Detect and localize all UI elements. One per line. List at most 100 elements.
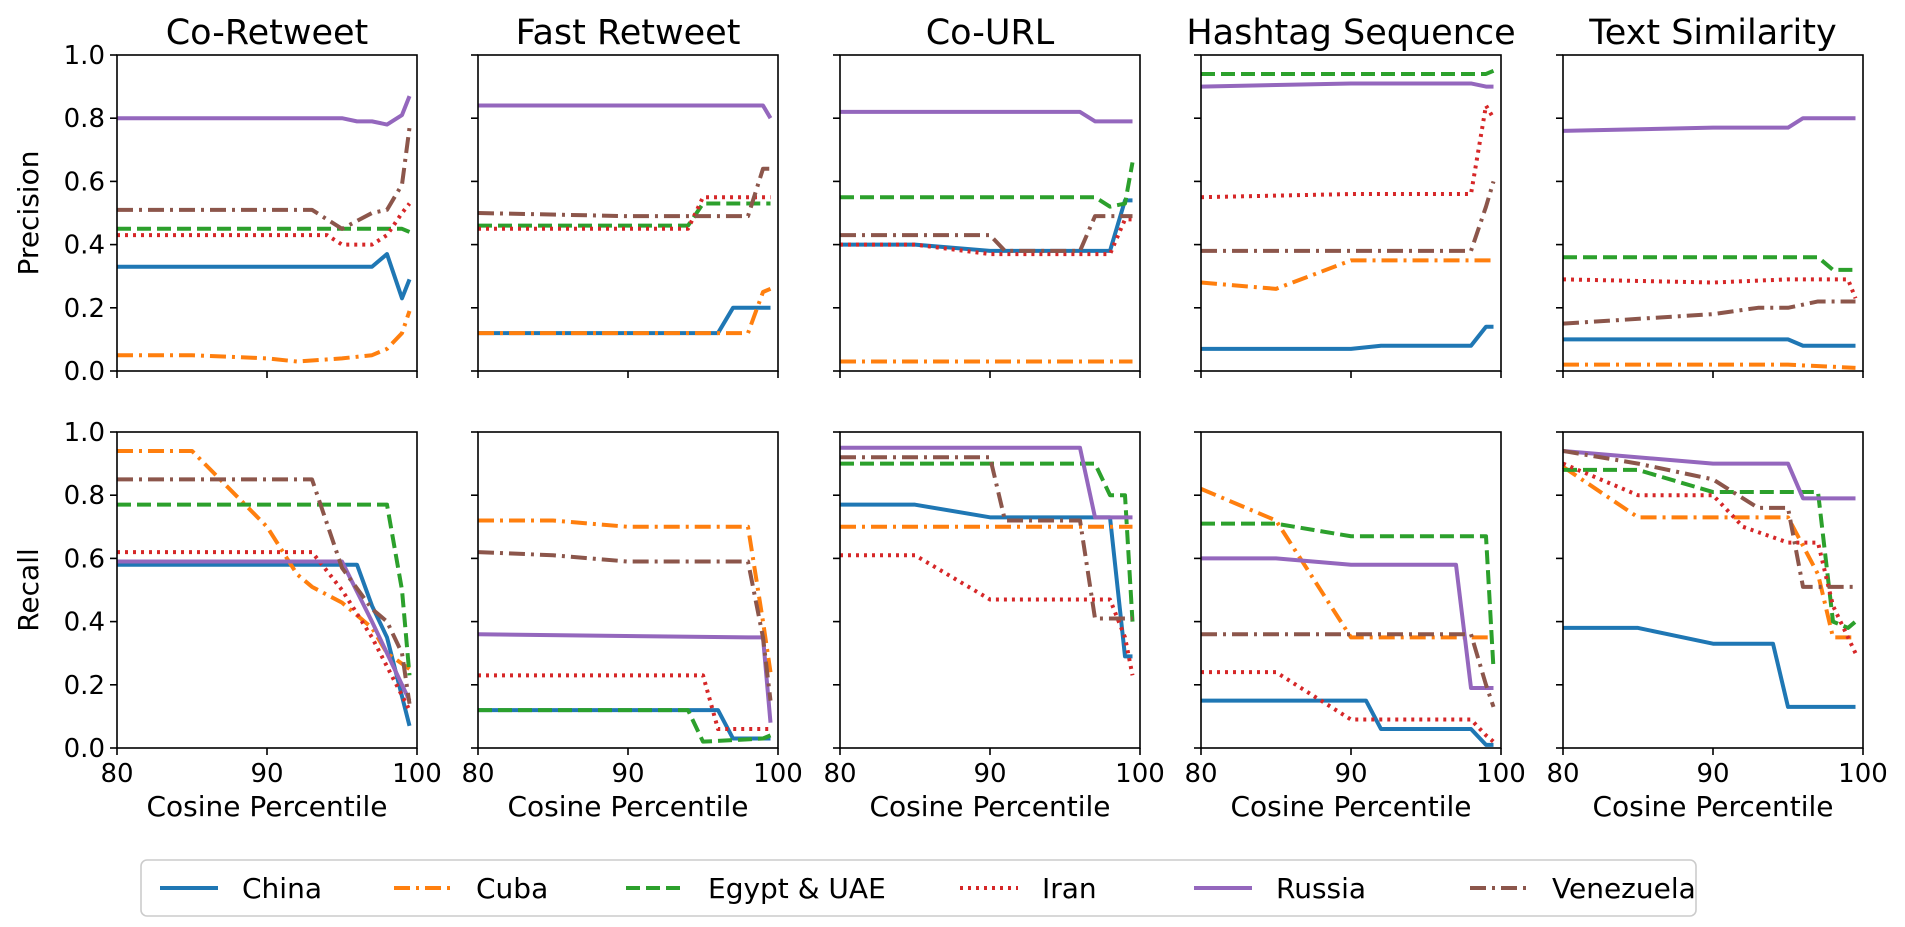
series-line-venezuela [117, 477, 412, 705]
x-axis-label: Cosine Percentile [146, 790, 387, 823]
legend-label: Cuba [476, 872, 548, 905]
series-line-china [478, 305, 771, 336]
x-tick-label: 100 [1115, 759, 1165, 789]
axes-frame [116, 54, 418, 372]
series-line-russia [1562, 116, 1856, 133]
x-tick-label: 100 [753, 759, 803, 789]
y-tick-label: 0.6 [64, 544, 105, 574]
series-line-china [478, 708, 771, 741]
series-line-egypt-uae [1563, 255, 1856, 272]
series-line-venezuela [1201, 180, 1496, 253]
series-line-egypt-uae [840, 461, 1135, 622]
legend-label: Russia [1276, 872, 1366, 905]
panel-title: Fast Retweet [516, 13, 741, 53]
legend-label: China [242, 872, 322, 905]
x-tick-label: 80 [1546, 759, 1579, 789]
series-line-cuba [1200, 487, 1494, 640]
x-tick-label: 90 [1334, 759, 1367, 789]
series-line-iran [478, 673, 771, 732]
series-line-venezuela [840, 214, 1133, 253]
y-tick-label: 0.4 [64, 231, 105, 261]
x-axis-label: Cosine Percentile [507, 790, 748, 823]
axes-frame [1562, 54, 1864, 372]
series-line-russia [478, 103, 773, 120]
series-line-iran [117, 550, 412, 711]
series-line-china [117, 252, 412, 301]
axes-frame [477, 431, 779, 749]
axes-frame [1562, 431, 1864, 749]
x-tick-label: 80 [823, 759, 856, 789]
panel-title: Co-Retweet [166, 13, 369, 53]
legend-label: Venezuela [1552, 872, 1696, 905]
x-tick-label: 100 [1838, 759, 1888, 789]
legend: China Cuba Egypt & UAE Iran Russia Venezuela [140, 859, 1697, 917]
panel-precision-fast-retweet: Fast Retweet [471, 13, 779, 378]
series-line-venezuela [840, 455, 1133, 621]
series-line-egypt-uae [478, 708, 772, 744]
series-line-cuba [1200, 258, 1494, 291]
x-tick-label: 80 [100, 759, 133, 789]
series-line-venezuela [1562, 299, 1856, 326]
series-line-egypt-uae [117, 502, 412, 676]
x-axis-label: Cosine Percentile [1592, 790, 1833, 823]
x-tick-label: 90 [1696, 759, 1729, 789]
series-line-egypt-uae [840, 162, 1135, 209]
y-tick-label: 1.0 [64, 41, 105, 71]
axes-frame [839, 431, 1141, 749]
panel-precision-co-retweet: 0.0 0.2 0.4 0.6 0.8 1.0 Co-Retweet Precision [12, 13, 418, 387]
y-tick-label: 1.0 [64, 418, 105, 448]
legend-label: Iran [1042, 872, 1097, 905]
series-line-venezuela [477, 550, 773, 701]
panel-precision-co-url: Co-URL [833, 13, 1141, 378]
series-line-russia [1201, 556, 1494, 690]
series-line-russia [477, 632, 773, 723]
series-line-iran [117, 202, 412, 247]
y-tick-label: 0.6 [64, 167, 105, 197]
y-tick-label: 0.0 [64, 357, 105, 387]
series-line-iran [1200, 103, 1496, 200]
panel-title: Co-URL [926, 13, 1055, 53]
series-line-china [1563, 337, 1856, 348]
panel-title: Text Similarity [1588, 13, 1836, 53]
y-tick-label: 0.0 [64, 734, 105, 764]
x-axis-label: Cosine Percentile [1230, 790, 1471, 823]
series-line-russia [1200, 81, 1494, 89]
y-tick-label: 0.2 [64, 671, 105, 701]
series-line-china [117, 562, 412, 727]
series-line-venezuela [477, 166, 771, 219]
x-tick-label: 90 [611, 759, 644, 789]
x-tick-label: 80 [1184, 759, 1217, 789]
series-line-iran [1562, 277, 1858, 300]
series-line-iran [840, 217, 1133, 257]
series-line-china [840, 198, 1133, 253]
series-line-china [840, 502, 1133, 659]
series-line-russia [1562, 448, 1856, 501]
x-tick-label: 100 [1476, 759, 1526, 789]
x-tick-label: 100 [392, 759, 442, 789]
y-axis-label: Precision [12, 151, 45, 276]
series-line-iran [1201, 670, 1495, 744]
panel-precision-hashtag-sequence: Hashtag Sequence [1186, 13, 1516, 378]
series-line-russia [840, 445, 1133, 520]
series-line-venezuela [117, 127, 412, 231]
y-tick-label: 0.8 [64, 104, 105, 134]
series-line-cuba [1561, 465, 1856, 640]
panel-precision-text-similarity: Text Similarity [1556, 13, 1864, 378]
x-tick-label: 80 [461, 759, 494, 789]
series-line-egypt-uae [1201, 68, 1495, 76]
x-axis-label: Cosine Percentile [869, 790, 1110, 823]
axes-frame [839, 54, 1141, 372]
legend-box [140, 859, 1697, 917]
series-line-russia [117, 95, 412, 127]
series-line-egypt-uae [117, 226, 411, 234]
series-line-china [1563, 625, 1856, 709]
series-line-russia [117, 559, 412, 702]
series-line-china [1201, 698, 1494, 747]
y-axis-label: Recall [12, 548, 45, 632]
y-tick-label: 0.4 [64, 608, 105, 638]
x-tick-label: 90 [973, 759, 1006, 789]
series-line-iran [478, 195, 771, 231]
